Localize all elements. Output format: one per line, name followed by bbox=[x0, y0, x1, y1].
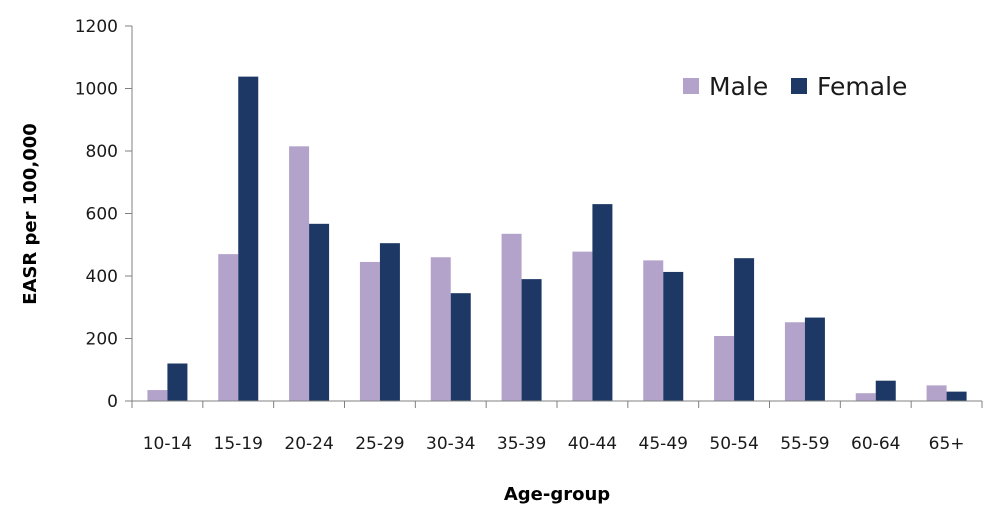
bar-male-65+ bbox=[926, 385, 947, 401]
y-tick-label: 1000 bbox=[75, 80, 118, 100]
x-tick-label: 20-24 bbox=[284, 434, 333, 454]
bar-female-10-14 bbox=[167, 363, 188, 401]
bar-female-20-24 bbox=[309, 223, 330, 401]
x-tick-label: 50-54 bbox=[709, 434, 758, 454]
bars bbox=[147, 76, 967, 401]
bar-female-25-29 bbox=[379, 243, 400, 401]
bar-male-40-44 bbox=[572, 251, 593, 401]
legend-swatch-male bbox=[683, 78, 699, 94]
x-tick-label: 60-64 bbox=[851, 434, 900, 454]
y-tick-label: 200 bbox=[86, 330, 118, 350]
y-axis-ticks: 0 200 400 600 800 1000 1200 bbox=[75, 17, 132, 412]
bar-female-65+ bbox=[946, 391, 967, 401]
y-tick-label: 400 bbox=[86, 267, 118, 287]
bar-male-25-29 bbox=[359, 261, 380, 401]
bar-male-20-24 bbox=[289, 146, 310, 401]
bar-male-35-39 bbox=[501, 233, 522, 401]
legend-label-female: Female bbox=[817, 72, 907, 101]
y-tick-label: 1200 bbox=[75, 17, 118, 37]
x-axis-ticks: 10-14 15-19 20-24 25-29 30-34 35-39 40-44 45-49… bbox=[131, 401, 983, 454]
x-tick-label: 30-34 bbox=[426, 434, 475, 454]
legend-swatch-female bbox=[791, 78, 807, 94]
bar-female-40-44 bbox=[592, 204, 613, 401]
x-tick-label: 10-14 bbox=[143, 434, 192, 454]
bar-female-15-19 bbox=[238, 76, 259, 401]
y-tick-label: 600 bbox=[86, 205, 118, 225]
bar-male-30-34 bbox=[430, 257, 451, 401]
x-axis-title: Age-group bbox=[504, 484, 610, 505]
y-tick-label: 800 bbox=[86, 142, 118, 162]
legend-label-male: Male bbox=[709, 72, 768, 101]
x-tick-label: 35-39 bbox=[497, 434, 546, 454]
y-axis-title: EASR per 100,000 bbox=[20, 123, 41, 305]
legend: Male Female bbox=[683, 72, 907, 101]
x-tick-label: 55-59 bbox=[780, 434, 829, 454]
bar-female-35-39 bbox=[521, 279, 542, 401]
bar-male-60-64 bbox=[855, 393, 876, 401]
y-tick-label: 0 bbox=[107, 392, 118, 412]
bar-female-50-54 bbox=[734, 258, 755, 401]
bar-female-60-64 bbox=[875, 380, 896, 401]
x-tick-label: 45-49 bbox=[639, 434, 688, 454]
x-tick-label: 25-29 bbox=[355, 434, 404, 454]
bar-female-45-49 bbox=[663, 271, 684, 401]
bar-female-55-59 bbox=[804, 317, 825, 401]
bar-male-50-54 bbox=[714, 336, 735, 401]
bar-female-30-34 bbox=[450, 293, 471, 401]
x-tick-label: 65+ bbox=[929, 434, 965, 454]
bar-male-15-19 bbox=[218, 254, 239, 401]
bar-male-55-59 bbox=[784, 322, 805, 401]
x-tick-label: 15-19 bbox=[214, 434, 263, 454]
bar-male-10-14 bbox=[147, 390, 168, 401]
bar-male-45-49 bbox=[643, 260, 664, 401]
x-tick-label: 40-44 bbox=[568, 434, 617, 454]
